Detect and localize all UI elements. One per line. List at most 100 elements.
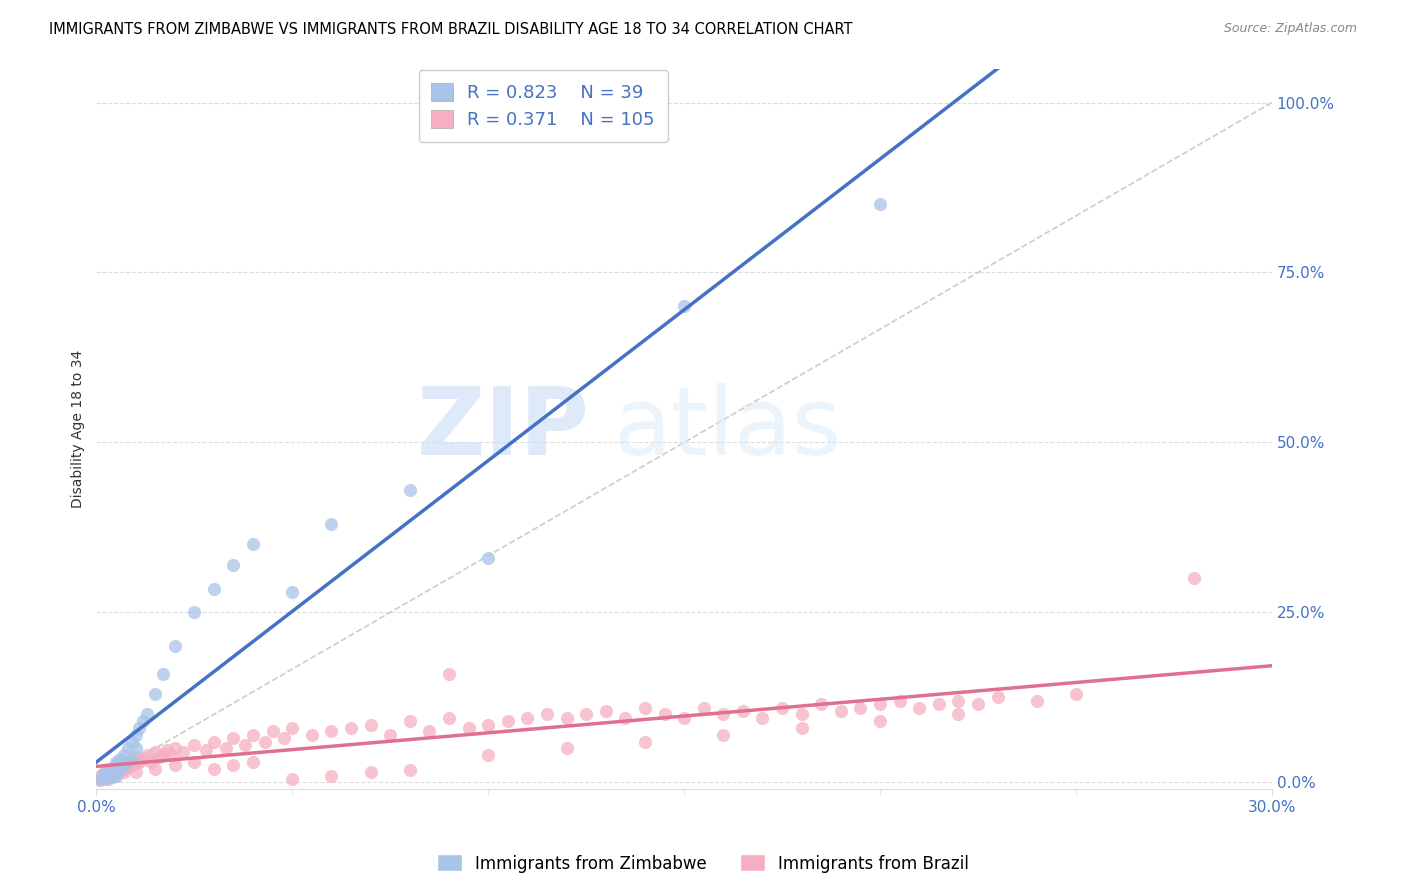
Point [97, 772, 120, 786]
Point [183, 606, 205, 620]
Point [214, 741, 236, 756]
Point [93, 765, 115, 780]
Text: IMMIGRANTS FROM ZIMBABWE VS IMMIGRANTS FROM BRAZIL DISABILITY AGE 18 TO 34 CORRE: IMMIGRANTS FROM ZIMBABWE VS IMMIGRANTS F… [49, 22, 852, 37]
Point [790, 721, 813, 735]
Point [614, 711, 637, 725]
Point [496, 714, 519, 728]
Point [152, 666, 174, 681]
Point [281, 585, 304, 599]
Point [112, 755, 135, 769]
Point [360, 717, 382, 731]
Point [117, 755, 139, 769]
Point [634, 700, 657, 714]
Point [124, 765, 146, 780]
Point [595, 704, 617, 718]
Point [104, 758, 127, 772]
Point [849, 700, 872, 714]
Point [89, 773, 111, 788]
Point [132, 714, 155, 728]
Point [908, 700, 931, 714]
Point [731, 704, 754, 718]
Point [195, 742, 218, 756]
Point [104, 765, 127, 780]
Point [89, 772, 111, 786]
Point [321, 516, 343, 531]
Y-axis label: Disability Age 18 to 34: Disability Age 18 to 34 [72, 350, 86, 508]
Point [418, 724, 440, 739]
Point [281, 772, 304, 786]
Point [751, 711, 773, 725]
Point [202, 762, 225, 776]
Point [948, 707, 970, 722]
Point [869, 697, 891, 711]
Point [711, 707, 734, 722]
Point [477, 717, 499, 731]
Point [101, 767, 124, 781]
Point [141, 755, 163, 769]
Point [437, 666, 460, 681]
Text: ZIP: ZIP [418, 383, 591, 475]
Point [108, 762, 131, 776]
Point [117, 760, 139, 774]
Point [242, 728, 264, 742]
Point [321, 724, 343, 739]
Point [108, 763, 131, 777]
Point [770, 700, 793, 714]
Text: atlas: atlas [613, 383, 842, 475]
Point [242, 755, 264, 769]
Point [536, 707, 558, 722]
Point [128, 755, 150, 769]
Point [273, 731, 295, 746]
Point [262, 724, 284, 739]
Point [124, 728, 146, 742]
Point [93, 770, 115, 784]
Point [152, 747, 174, 761]
Point [93, 772, 115, 786]
Point [159, 748, 181, 763]
Point [104, 768, 127, 782]
Point [121, 751, 143, 765]
Point [132, 751, 155, 765]
Point [104, 765, 127, 780]
Point [928, 697, 950, 711]
Point [634, 734, 657, 748]
Point [790, 707, 813, 722]
Point [117, 741, 139, 756]
Point [340, 721, 363, 735]
Point [242, 537, 264, 551]
Point [321, 768, 343, 782]
Legend: R = 0.823    N = 39, R = 0.371    N = 105: R = 0.823 N = 39, R = 0.371 N = 105 [419, 70, 668, 142]
Point [253, 734, 276, 748]
Point [101, 770, 124, 784]
Point [202, 734, 225, 748]
Point [108, 760, 131, 774]
Point [360, 765, 382, 780]
Point [202, 582, 225, 596]
Point [398, 714, 420, 728]
Point [89, 772, 111, 786]
Point [89, 768, 111, 782]
Point [101, 762, 124, 776]
Point [555, 711, 578, 725]
Point [104, 758, 127, 772]
Point [112, 758, 135, 772]
Point [673, 300, 696, 314]
Point [143, 745, 166, 759]
Point [104, 755, 127, 769]
Point [163, 758, 186, 772]
Point [889, 694, 911, 708]
Point [233, 738, 256, 752]
Point [830, 704, 852, 718]
Point [437, 711, 460, 725]
Point [281, 721, 304, 735]
Point [156, 742, 179, 756]
Point [136, 707, 159, 722]
Point [108, 751, 131, 765]
Point [163, 741, 186, 756]
Point [693, 700, 716, 714]
Point [967, 697, 990, 711]
Point [143, 687, 166, 701]
Point [1182, 571, 1205, 585]
Point [380, 728, 402, 742]
Point [121, 734, 143, 748]
